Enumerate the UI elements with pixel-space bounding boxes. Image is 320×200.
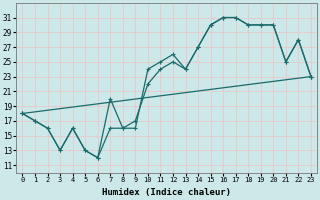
X-axis label: Humidex (Indice chaleur): Humidex (Indice chaleur) <box>102 188 231 197</box>
